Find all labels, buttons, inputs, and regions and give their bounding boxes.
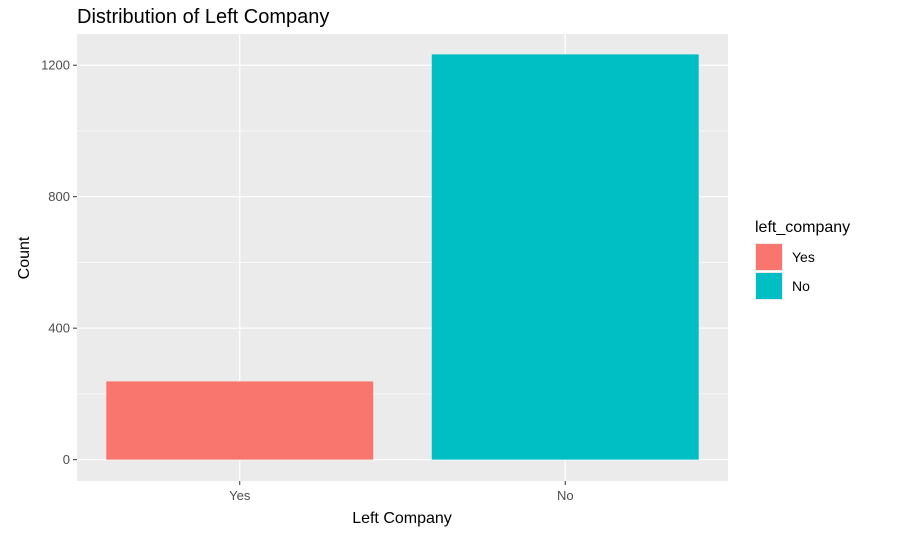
x-tick-label: Yes xyxy=(229,488,251,503)
y-tick-label: 800 xyxy=(48,189,70,204)
y-axis-title: Count xyxy=(16,236,33,279)
x-axis-title: Left Company xyxy=(352,510,452,527)
y-tick-label: 400 xyxy=(48,321,70,336)
chart-title: Distribution of Left Company xyxy=(77,6,329,28)
x-tick-label: No xyxy=(557,488,574,503)
bar-yes xyxy=(106,381,374,460)
bars xyxy=(106,54,699,460)
legend-label-yes: Yes xyxy=(792,249,815,265)
y-axis: 0 400 800 1200 xyxy=(41,58,77,467)
y-tick-label: 0 xyxy=(63,452,70,467)
legend-swatch-yes xyxy=(756,244,782,270)
bar-no xyxy=(431,54,699,460)
x-axis: Yes No xyxy=(229,481,574,503)
legend-title: left_company xyxy=(755,219,850,236)
legend-label-no: No xyxy=(792,278,810,294)
legend: left_company Yes No xyxy=(755,219,850,300)
legend-swatch-no xyxy=(756,273,782,299)
y-tick-label: 1200 xyxy=(41,58,70,73)
